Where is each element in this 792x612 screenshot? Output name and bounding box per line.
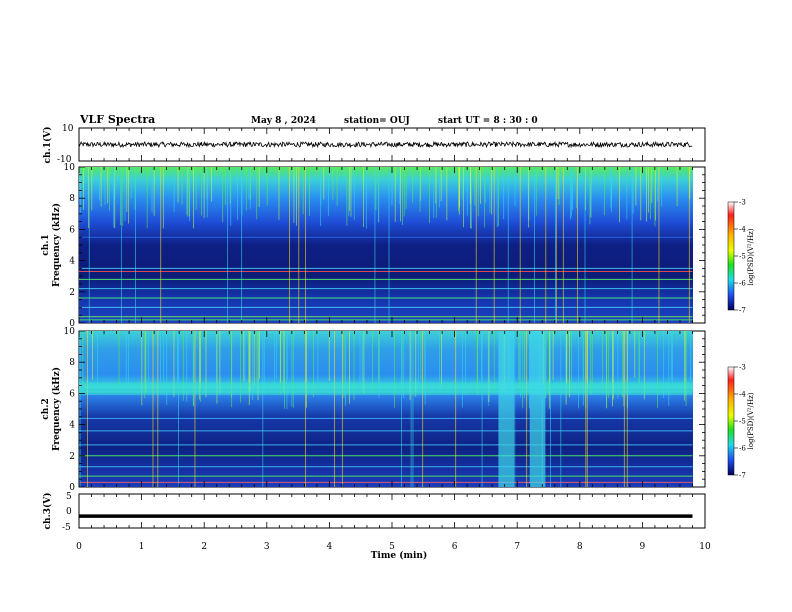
ch2-spectrogram-ticks — [78, 330, 706, 488]
ch1-spectrogram-marks — [79, 167, 693, 323]
ch3-tick-marks — [78, 494, 706, 528]
ch2-spec-ylabel-top: ch.2 — [41, 398, 51, 419]
ch2-spectrogram-marks — [79, 331, 693, 487]
spec2-ytick-label: 2 — [69, 452, 75, 462]
spec2-ytick-label: 10 — [64, 327, 76, 337]
x-tick-label: 5 — [389, 542, 395, 552]
ch2-colorbar-label: log(PSD)(V²/Hz) — [747, 392, 755, 449]
ch1-waveform-trace — [78, 140, 693, 149]
cb2-tick-label: -7 — [739, 472, 746, 480]
ch2-colorbar: -3 -4 -5 -6 -7 log(PSD)(V²/Hz) — [727, 364, 755, 480]
hiss-band — [79, 382, 693, 395]
ch3-ytick-mid: 0 — [66, 507, 72, 517]
ch1-waveform-panel: 10 -10 ch.1(V) — [42, 124, 706, 165]
spec2-ytick-label: 4 — [69, 421, 75, 431]
ch1-tick-marks — [78, 128, 706, 161]
ch3-ylabel: ch.3(V) — [42, 493, 53, 530]
x-tick-label: 3 — [264, 542, 270, 552]
ch1-spectrogram-ytick-labels: 0 2 4 6 8 10 — [64, 163, 76, 329]
cb1-tick-label: -7 — [739, 307, 746, 315]
header-date: May 8 , 2024 — [251, 116, 316, 126]
spec1-ytick-label: 6 — [69, 225, 75, 235]
x-tick-label: 8 — [577, 542, 583, 552]
spec1-ytick-label: 4 — [69, 257, 75, 267]
spec2-ytick-label: 6 — [69, 389, 75, 399]
x-tick-label: 10 — [699, 542, 711, 552]
cb2-tick-label: -6 — [739, 445, 746, 453]
spec1-ytick-label: 8 — [69, 194, 75, 204]
ch1-spectrogram-panel: 0 2 4 6 8 10 ch.1 Frequency (kHz) — [41, 163, 706, 329]
ch2-spectrogram-panel: 0 2 4 6 8 10 ch.2 Frequency (kHz) — [41, 327, 706, 493]
spec1-ytick-label: 2 — [69, 288, 75, 298]
x-tick-label: 0 — [76, 542, 82, 552]
ch2-colorbar-ticks: -3 -4 -5 -6 -7 — [734, 364, 746, 480]
cb2-tick-label: -3 — [739, 364, 746, 372]
x-tick-label: 7 — [514, 542, 520, 552]
cb2-tick-label: -5 — [739, 418, 746, 426]
spec1-ytick-label: 10 — [64, 163, 76, 173]
cb2-tick-label: -4 — [739, 391, 746, 399]
burst-column — [498, 331, 515, 487]
ch1-colorbar-ticks: -3 -4 -5 -6 -7 — [734, 199, 746, 315]
x-tick-label: 1 — [139, 542, 145, 552]
x-tick-label: 9 — [640, 542, 646, 552]
x-axis-tick-labels: 0 1 2 3 4 5 6 7 8 9 10 — [76, 542, 711, 552]
ch1-ytick-bottom: -10 — [57, 155, 72, 165]
ch1-ylabel: ch.1(V) — [42, 127, 53, 164]
figure-title: VLF Spectra — [79, 113, 155, 126]
x-axis-label: Time (min) — [371, 550, 428, 561]
header-station: station= OUJ — [344, 116, 410, 126]
ch2-spectrogram-ytick-labels: 0 2 4 6 8 10 — [64, 327, 76, 493]
ch3-waveform-panel: 5 0 -5 ch.3(V) — [42, 492, 706, 533]
burst-column — [529, 331, 546, 487]
cb1-tick-label: -4 — [739, 226, 746, 234]
ch3-ytick-top: 5 — [66, 492, 72, 502]
ch1-ytick-top: 10 — [62, 124, 74, 134]
spec2-ytick-label: 8 — [69, 358, 75, 368]
ch2-spec-ylabel-bottom: Frequency (kHz) — [51, 367, 62, 451]
cb1-tick-label: -6 — [739, 280, 746, 288]
x-tick-label: 6 — [452, 542, 458, 552]
ch1-spectrogram-ticks — [78, 166, 706, 324]
ch1-colorbar: -3 -4 -5 -6 -7 log(PSD)(V²/Hz) — [727, 199, 755, 315]
x-tick-label: 4 — [327, 542, 333, 552]
ch3-ytick-bottom: -5 — [62, 523, 71, 533]
ch1-spec-ylabel-top: ch.1 — [41, 234, 51, 255]
spec1-ytick-label: 0 — [69, 319, 75, 329]
cb1-tick-label: -5 — [739, 253, 746, 261]
x-tick-label: 2 — [201, 542, 207, 552]
header-start: start UT = 8 : 30 : 0 — [438, 116, 538, 126]
cb1-tick-label: -3 — [739, 199, 746, 207]
spec2-ytick-label: 0 — [69, 483, 75, 493]
ch1-colorbar-label: log(PSD)(V²/Hz) — [747, 228, 755, 285]
ch1-spec-ylabel-bottom: Frequency (kHz) — [51, 203, 62, 287]
